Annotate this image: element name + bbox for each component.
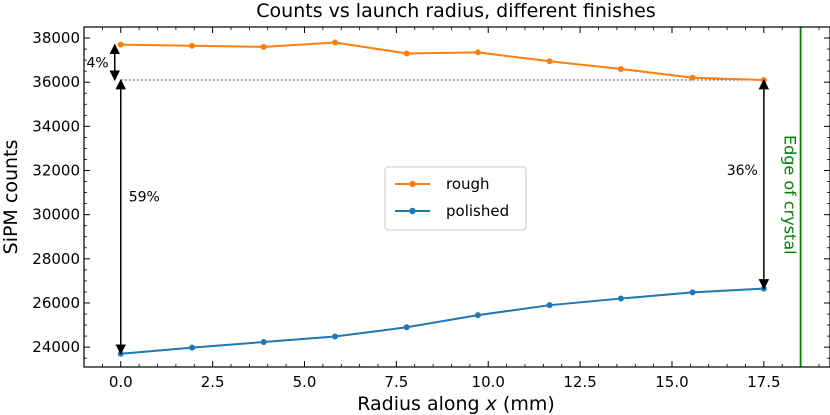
y-tick-label: 26000 bbox=[32, 294, 80, 312]
data-point-rough bbox=[689, 74, 696, 81]
annotation-label: 36% bbox=[727, 163, 758, 179]
y-tick-label: 38000 bbox=[32, 29, 80, 47]
x-tick-label: 12.5 bbox=[563, 373, 596, 391]
data-point-rough bbox=[403, 50, 410, 57]
data-point-rough bbox=[617, 65, 624, 72]
x-tick-label: 0.0 bbox=[109, 373, 133, 391]
data-point-rough bbox=[117, 41, 124, 48]
data-point-polished bbox=[189, 344, 196, 351]
annotation-label: 59% bbox=[129, 189, 160, 205]
data-point-rough bbox=[260, 43, 267, 50]
data-point-polished bbox=[546, 302, 553, 309]
data-point-rough bbox=[546, 58, 553, 65]
x-axis-label: Radius along x (mm) bbox=[357, 393, 555, 415]
y-tick-label: 28000 bbox=[32, 250, 80, 268]
legend-label-rough: rough bbox=[446, 175, 490, 193]
legend: rough polished bbox=[384, 166, 527, 231]
data-point-polished bbox=[260, 339, 267, 346]
x-tick-label: 15.0 bbox=[655, 373, 688, 391]
y-axis-label: SiPM counts bbox=[0, 140, 22, 255]
legend-label-polished: polished bbox=[446, 202, 509, 220]
data-point-polished bbox=[403, 324, 410, 331]
x-axis-label-prefix: Radius along bbox=[357, 393, 485, 415]
legend-marker-rough bbox=[409, 180, 416, 188]
data-point-polished bbox=[617, 295, 624, 302]
series-line-polished bbox=[120, 287, 764, 355]
annotation-label: 4% bbox=[87, 55, 109, 71]
y-tick-label: 30000 bbox=[32, 206, 80, 224]
y-tick-label: 36000 bbox=[32, 73, 80, 91]
x-tick-label: 5.0 bbox=[293, 373, 317, 391]
edge-of-crystal-label: Edge of crystal bbox=[781, 135, 800, 255]
x-tick-label: 10.0 bbox=[472, 373, 505, 391]
legend-marker-polished bbox=[409, 207, 416, 215]
data-point-rough bbox=[474, 49, 481, 56]
data-point-rough bbox=[331, 39, 338, 46]
plot-frame bbox=[83, 26, 830, 368]
x-tick-label: 17.5 bbox=[747, 373, 780, 391]
x-axis-label-variable: x bbox=[485, 393, 498, 415]
data-point-polished bbox=[689, 289, 696, 296]
chart-title: Counts vs launch radius, different finis… bbox=[256, 0, 655, 22]
y-tick-label: 32000 bbox=[32, 162, 80, 180]
y-tick-label: 34000 bbox=[32, 117, 80, 135]
x-tick-label: 2.5 bbox=[201, 373, 225, 391]
data-point-polished bbox=[331, 333, 338, 340]
data-point-rough bbox=[189, 42, 196, 49]
x-tick-label: 7.5 bbox=[384, 373, 408, 391]
data-point-polished bbox=[474, 312, 481, 319]
legend-box bbox=[384, 166, 527, 231]
x-axis-label-suffix: (mm) bbox=[497, 393, 555, 415]
y-tick-label: 24000 bbox=[32, 338, 80, 356]
series-line-rough bbox=[120, 41, 764, 81]
